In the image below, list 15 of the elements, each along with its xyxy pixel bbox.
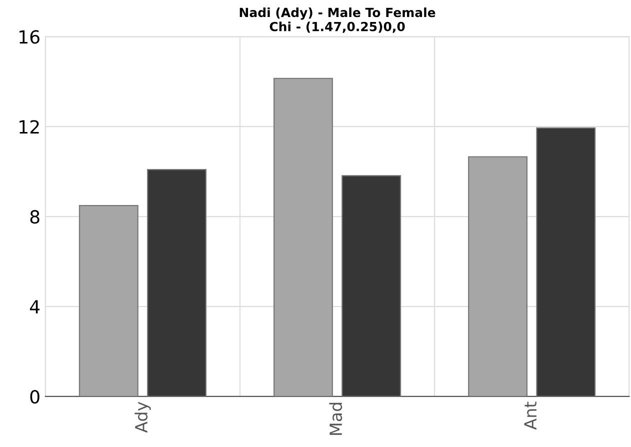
bar (147, 169, 206, 396)
bar (273, 78, 333, 396)
x-tick-label: Mad (329, 402, 342, 435)
bar (78, 204, 138, 396)
y-tick-label: 8 (30, 210, 40, 224)
y-tick-label: 0 (30, 390, 40, 404)
bar (468, 156, 528, 396)
x-tick-label: Ady (134, 402, 151, 433)
bar (536, 127, 596, 396)
y-tick-label: 12 (20, 120, 39, 134)
y-tick-label: 4 (30, 300, 40, 314)
chart-title: Nadi (Ady) - Male To Female Chi - (1.47,0.25)0,0 (240, 8, 436, 33)
bar (342, 175, 402, 396)
y-tick-label: 16 (20, 30, 40, 44)
x-tick-label: Ant (524, 402, 536, 430)
